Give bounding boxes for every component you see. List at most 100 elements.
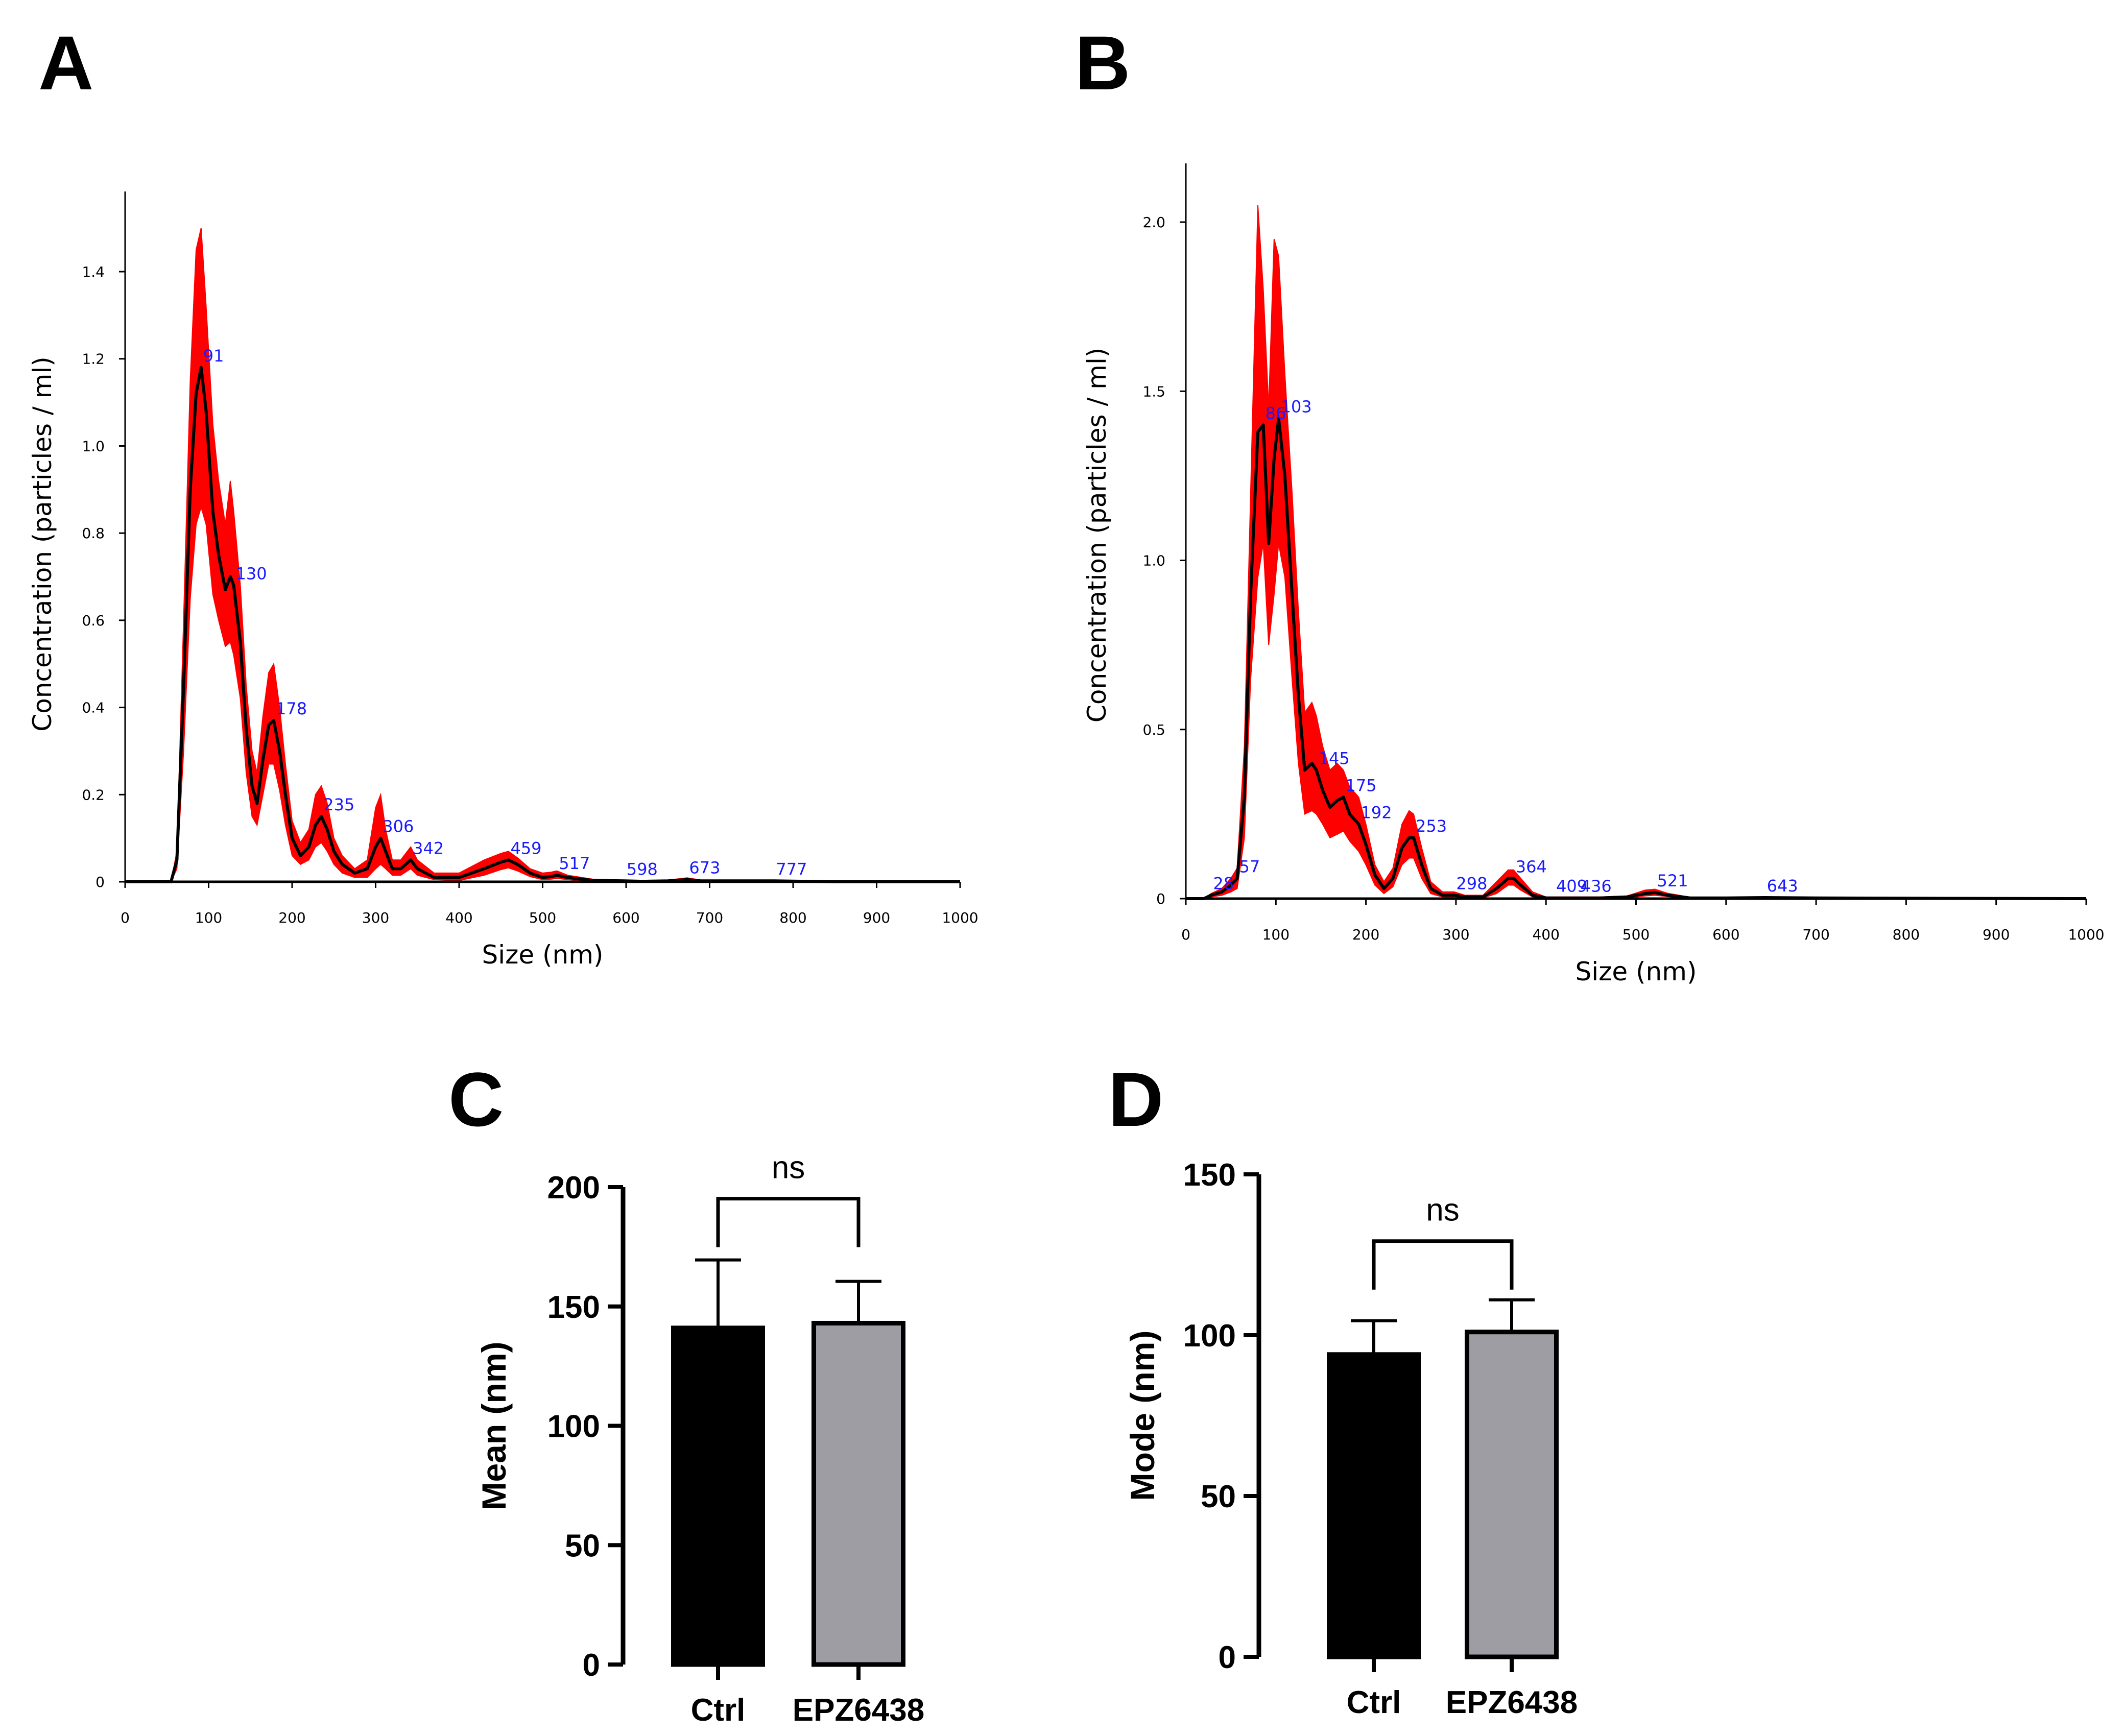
x-tick-label: 1000 xyxy=(942,909,978,926)
peak-labels: 91 130 178 235 306 342 459 517 598 673 777 xyxy=(203,346,807,879)
mean-line-layer xyxy=(125,366,960,883)
x-tick-labels: Ctrl EPZ6438 xyxy=(1347,1657,1578,1720)
peak-label: 91 xyxy=(203,346,224,366)
peak-label: 409 xyxy=(1556,877,1587,896)
panel-label-a: A xyxy=(38,20,93,106)
bar-chart-c: 0 50 100 150 200 Ctrl EPZ6438 ns Mean (nm) xyxy=(475,1150,924,1728)
peak-label: 192 xyxy=(1361,803,1392,822)
y-ticks: 0 0.2 0.4 0.6 0.8 1.0 1.2 1.4 xyxy=(82,263,125,890)
peak-label: 643 xyxy=(1767,876,1798,896)
peak-label: 253 xyxy=(1416,816,1447,836)
peak-label: 306 xyxy=(383,817,414,836)
peak-label: 175 xyxy=(1346,776,1377,795)
x-tick-label: 200 xyxy=(278,909,305,926)
y-tick-label: 0.8 xyxy=(82,525,105,542)
bar-chart-d: 0 50 100 150 Ctrl EPZ6438 ns Mode (nm) xyxy=(1124,1158,1578,1720)
x-axis-title: Size (nm) xyxy=(1576,957,1697,986)
x-tick-label: 600 xyxy=(612,909,639,926)
significance-label: ns xyxy=(772,1150,805,1186)
x-tick-label: 400 xyxy=(1532,926,1559,943)
y-tick-label: 1.4 xyxy=(82,263,105,280)
bars-layer xyxy=(671,1258,905,1667)
peak-label: 130 xyxy=(236,564,267,584)
x-tick-label: 700 xyxy=(696,909,723,926)
y-tick-label: 200 xyxy=(547,1170,600,1205)
x-tick-label: 0 xyxy=(121,909,130,926)
y-axis-title: Mode (nm) xyxy=(1124,1331,1161,1501)
peak-label: 436 xyxy=(1581,877,1612,896)
y-axis-title: Mean (nm) xyxy=(475,1342,513,1510)
x-tick-label: 500 xyxy=(529,909,556,926)
nta-chart-b: 0 0.5 1.0 1.5 2.0 0 100 200 300 400 500 600 700 800 9… xyxy=(1082,163,2105,986)
y-tick-label: 0.4 xyxy=(82,700,105,716)
y-tick-label: 0 xyxy=(1219,1640,1236,1675)
peak-label: 103 xyxy=(1281,397,1312,416)
y-tick-label: 0 xyxy=(1156,890,1165,907)
bar-epz6438 xyxy=(812,1320,905,1667)
mean-line xyxy=(1186,417,2087,900)
x-tick-label: 700 xyxy=(1802,926,1829,943)
x-tick-label: 500 xyxy=(1622,926,1650,943)
significance-bracket-line xyxy=(1372,1239,1514,1290)
x-tick-label: 300 xyxy=(362,909,389,926)
x-tick-label: 900 xyxy=(863,909,890,926)
mean-line-layer xyxy=(1186,417,2087,900)
x-tick-label: EPZ6438 xyxy=(793,1693,925,1728)
peak-label: 298 xyxy=(1456,874,1487,893)
significance-bracket xyxy=(1372,1239,1514,1290)
y-tick-label: 1.0 xyxy=(82,438,105,454)
peak-label: 673 xyxy=(689,858,720,878)
peak-label: 178 xyxy=(276,699,307,718)
bar-epz6438 xyxy=(1465,1330,1559,1659)
significance-bracket-line xyxy=(716,1197,861,1247)
x-axis-title: Size (nm) xyxy=(482,940,604,970)
y-tick-label: 150 xyxy=(1183,1158,1236,1193)
peak-label: 364 xyxy=(1516,857,1547,876)
x-tick-label: 300 xyxy=(1442,926,1469,943)
y-tick-label: 0.5 xyxy=(1142,721,1165,738)
peak-label: 598 xyxy=(627,859,658,879)
peak-label: 28 xyxy=(1213,874,1234,893)
y-tick-label: 2.0 xyxy=(1142,214,1165,231)
y-tick-label: 1.2 xyxy=(82,351,105,368)
x-tick-label: Ctrl xyxy=(691,1693,746,1728)
y-tick-label: 50 xyxy=(565,1528,600,1563)
peak-label: 459 xyxy=(510,838,541,858)
x-tick-label: 1000 xyxy=(2068,926,2104,943)
panel-label-c: C xyxy=(448,1056,504,1142)
peak-label: 86 xyxy=(1266,404,1286,423)
y-axis-title: Concentration (particles / ml) xyxy=(1082,348,1112,722)
y-tick-label: 0 xyxy=(96,874,105,890)
panel-label-d: D xyxy=(1108,1056,1163,1142)
y-tick-label: 150 xyxy=(547,1290,600,1325)
nta-chart-a: 0 0.2 0.4 0.6 0.8 1.0 1.2 1.4 0 100 200 300 400 500 6… xyxy=(28,191,979,970)
x-tick-label: EPZ6438 xyxy=(1446,1685,1578,1720)
x-tick-label: 100 xyxy=(195,909,222,926)
y-ticks: 0 50 100 150 200 xyxy=(547,1170,623,1683)
significance-bracket xyxy=(716,1197,861,1247)
x-ticks: 0 100 200 300 400 500 600 700 800 900 1000 xyxy=(1181,899,2105,943)
y-tick-label: 100 xyxy=(547,1409,600,1444)
peak-label: 777 xyxy=(776,859,807,879)
peak-label: 342 xyxy=(413,838,444,858)
y-tick-label: 0.6 xyxy=(82,612,105,629)
peak-label: 517 xyxy=(559,854,590,873)
mean-line xyxy=(125,366,960,883)
x-tick-label: 0 xyxy=(1181,926,1190,943)
y-tick-label: 0 xyxy=(583,1648,600,1683)
bars-layer xyxy=(1327,1298,1559,1659)
y-tick-label: 0.2 xyxy=(82,786,105,803)
y-ticks: 0 0.5 1.0 1.5 2.0 xyxy=(1142,214,1186,907)
bar-ctrl xyxy=(1327,1352,1421,1659)
significance-label: ns xyxy=(1426,1193,1459,1228)
peak-label: 235 xyxy=(323,795,354,814)
y-tick-label: 50 xyxy=(1201,1479,1236,1514)
x-tick-label: 400 xyxy=(445,909,472,926)
x-tick-label: 900 xyxy=(1983,926,2010,943)
y-tick-label: 1.0 xyxy=(1142,552,1165,569)
x-tick-label: 800 xyxy=(1893,926,1920,943)
peak-label: 57 xyxy=(1239,857,1260,876)
y-tick-label: 1.5 xyxy=(1142,383,1165,400)
